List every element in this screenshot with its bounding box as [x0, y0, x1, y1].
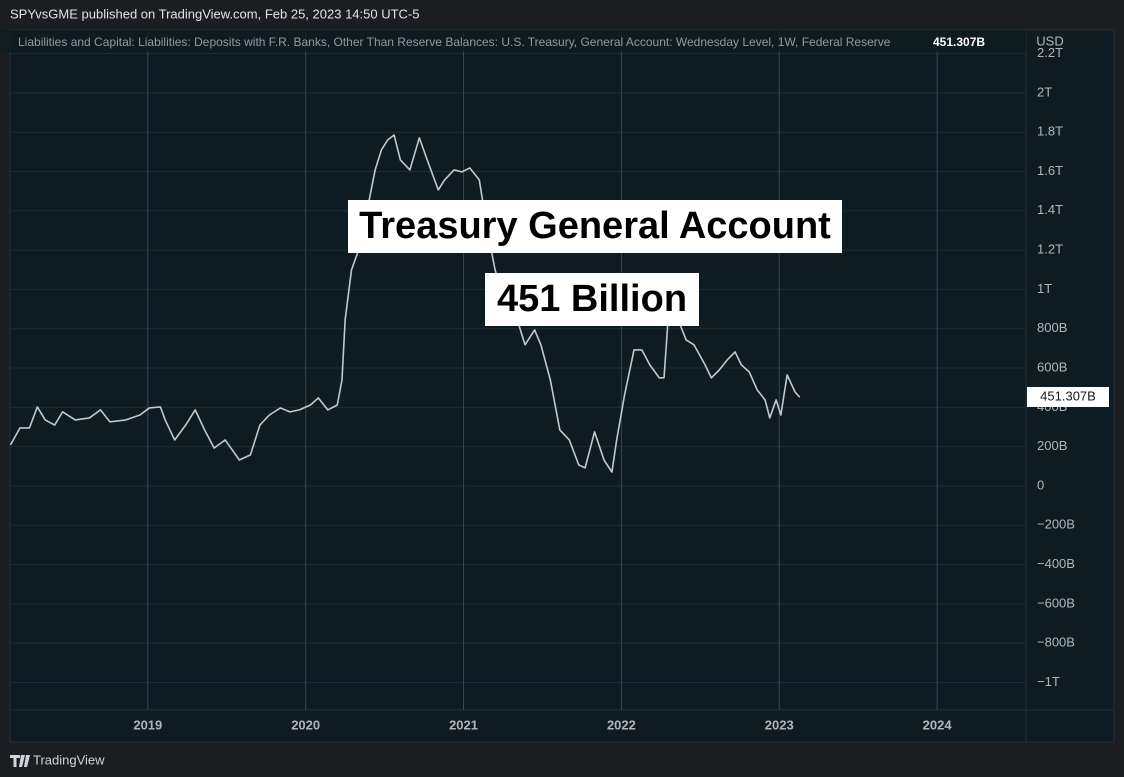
- annotation-box: [485, 273, 699, 326]
- y-tick-label: −400B: [1037, 556, 1075, 571]
- footer-logo: [10, 755, 30, 767]
- y-tick-label: 1.4T: [1037, 202, 1063, 217]
- y-axis-label: USD: [1036, 33, 1063, 48]
- annotation: 451 Billion: [497, 278, 687, 320]
- y-tick-label: −600B: [1037, 595, 1075, 610]
- x-tick-label: 2024: [923, 717, 953, 732]
- chart-panel: [9, 29, 1115, 743]
- legend-bg: [0, 30, 1026, 52]
- x-tick-label: 2022: [607, 717, 636, 732]
- y-tick-label: 600B: [1037, 359, 1067, 374]
- footer: TradingView: [33, 752, 105, 767]
- legend-title: Liabilities and Capital: Liabilities: De…: [18, 35, 891, 49]
- y-tick-label: 1.8T: [1037, 124, 1063, 139]
- plot: 2.2T2T1.8T1.6T1.4T1.2T1T800B600B400B200B…: [9, 30, 1075, 732]
- legend-value: 451.307B: [933, 35, 985, 49]
- x-tick-label: 2019: [133, 717, 162, 732]
- y-tick-label: 2T: [1037, 84, 1052, 99]
- y-tick-label: 800B: [1037, 320, 1067, 335]
- y-tick-label: 200B: [1037, 438, 1067, 453]
- y-tick-label: 1.6T: [1037, 163, 1063, 178]
- last-value-tag: [1027, 387, 1109, 407]
- y-tick-label: −800B: [1037, 635, 1075, 650]
- annotation-box: [348, 200, 842, 253]
- last-value-label: 451.307B: [1040, 388, 1096, 403]
- annotation: Treasury General Account: [359, 205, 831, 247]
- series-line: [9, 134, 801, 473]
- x-tick-label: 2021: [449, 717, 478, 732]
- y-tick-label: 2.2T: [1037, 45, 1063, 60]
- y-tick-label: 0: [1037, 477, 1044, 492]
- y-tick-label: −1T: [1037, 674, 1060, 689]
- x-tick-label: 2023: [765, 717, 794, 732]
- y-tick-label: 1T: [1037, 281, 1052, 296]
- x-tick-label: 2020: [291, 717, 320, 732]
- y-tick-label: −200B: [1037, 517, 1075, 532]
- y-tick-label: 1.2T: [1037, 242, 1063, 257]
- published-line: SPYvsGME published on TradingView.com, F…: [10, 6, 420, 21]
